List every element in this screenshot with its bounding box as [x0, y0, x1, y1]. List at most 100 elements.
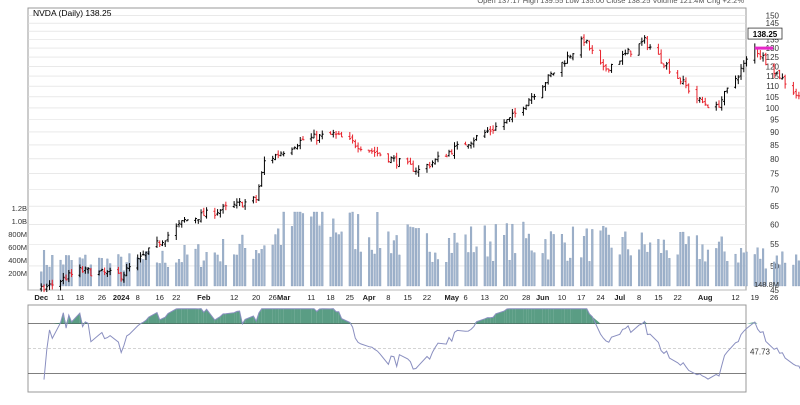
x-tick-label: Aug: [698, 293, 713, 302]
volume-bar: [390, 253, 392, 286]
indicator-overbought-fill: [273, 309, 276, 324]
x-tick-label: 26: [98, 293, 106, 302]
volume-bar: [600, 231, 602, 286]
volume-bar: [341, 232, 343, 286]
volume-bar: [167, 267, 169, 286]
volume-bar: [415, 228, 417, 286]
volume-bar: [547, 260, 549, 286]
x-tick-label: 19: [751, 293, 759, 302]
volume-bar: [241, 235, 243, 286]
x-tick-label: 18: [326, 293, 334, 302]
volume-bar: [330, 237, 332, 286]
volume-bar: [294, 212, 296, 286]
price-tick-label: 85: [770, 141, 779, 150]
volume-bar: [726, 261, 728, 286]
volume-bar: [181, 262, 183, 286]
x-tick-label: 11: [57, 293, 65, 302]
volume-bar: [602, 226, 604, 286]
x-tick-label: 22: [172, 293, 180, 302]
volume-bar: [528, 234, 530, 286]
volume-bar: [184, 245, 186, 286]
volume-bar: [319, 226, 321, 286]
volume-bar: [374, 254, 376, 286]
volume-bar: [492, 261, 494, 286]
volume-bar: [580, 258, 582, 286]
volume-bar: [407, 225, 409, 286]
volume-bar: [624, 232, 626, 286]
indicator-overbought-fill: [488, 318, 491, 324]
indicator-overbought-fill: [196, 309, 199, 324]
volume-bar: [484, 226, 486, 286]
price-tick-label: 75: [770, 170, 779, 179]
volume-bar: [531, 251, 533, 286]
volume-tick-label: 1.2B: [12, 204, 27, 213]
x-tick-label: May: [444, 293, 459, 302]
volume-bar: [743, 253, 745, 286]
volume-bar: [399, 255, 401, 286]
x-tick-label: 15: [404, 293, 412, 302]
volume-bar: [275, 235, 277, 286]
indicator-overbought-fill: [320, 309, 323, 324]
x-tick-label: 2024: [113, 293, 131, 302]
volume-bar: [448, 238, 450, 286]
price-tick-label: 120: [766, 62, 780, 71]
volume-tick-label: 800M: [8, 230, 27, 239]
volume-bar: [696, 236, 698, 286]
indicator-overbought-fill: [275, 309, 278, 324]
volume-bar: [376, 212, 378, 286]
volume-bar: [456, 243, 458, 286]
volume-bar: [470, 227, 472, 286]
indicator-overbought-fill: [179, 309, 182, 324]
indicator-overbought-fill: [532, 309, 535, 324]
volume-bar: [608, 235, 610, 286]
volume-bar: [784, 263, 786, 286]
indicator-overbought-fill: [182, 309, 185, 324]
volume-bar: [236, 255, 238, 286]
volume-bar: [619, 255, 621, 286]
volume-bar: [746, 252, 748, 286]
x-tick-label: 12: [230, 293, 238, 302]
indicator-overbought-fill: [237, 311, 240, 324]
indicator-overbought-fill: [226, 313, 234, 324]
indicator-overbought-fill: [565, 309, 568, 324]
x-tick-label: 22: [423, 293, 431, 302]
x-tick-label: 20: [252, 293, 260, 302]
volume-bar: [583, 236, 585, 286]
volume-bar: [244, 248, 246, 286]
volume-bar: [159, 263, 161, 286]
x-tick-label: 8: [136, 293, 140, 302]
volume-bar: [511, 224, 513, 286]
volume-bar: [476, 247, 478, 286]
volume-bar: [332, 219, 334, 286]
volume-bar: [718, 242, 720, 286]
volume-bar: [611, 248, 613, 286]
volume-bar: [680, 232, 682, 286]
indicator-overbought-fill: [234, 311, 237, 323]
volume-bar: [316, 212, 318, 286]
volume-bar: [371, 250, 373, 286]
volume-bar: [586, 229, 588, 286]
volume-bar: [156, 263, 158, 286]
indicator-overbought-fill: [570, 309, 573, 324]
volume-bar: [164, 263, 166, 286]
volume-bar: [666, 250, 668, 286]
x-tick-label: Jun: [536, 293, 550, 302]
volume-bar: [792, 265, 794, 286]
volume-bar: [302, 213, 304, 286]
volume-bar: [321, 212, 323, 286]
volume-bar: [280, 245, 282, 286]
x-tick-label: 13: [481, 293, 489, 302]
volume-bar: [162, 251, 164, 286]
volume-bar: [387, 232, 389, 286]
price-panel: [28, 8, 746, 290]
volume-bar: [299, 212, 301, 286]
price-tick-label: 60: [770, 220, 779, 229]
volume-bar: [795, 255, 797, 286]
indicator-overbought-fill: [584, 309, 587, 324]
volume-bar: [368, 238, 370, 286]
indicator-overbought-fill: [292, 309, 295, 324]
volume-bar: [564, 243, 566, 286]
volume-bar: [338, 235, 340, 286]
volume-bar: [699, 259, 701, 286]
price-tick-label: 105: [766, 93, 780, 102]
